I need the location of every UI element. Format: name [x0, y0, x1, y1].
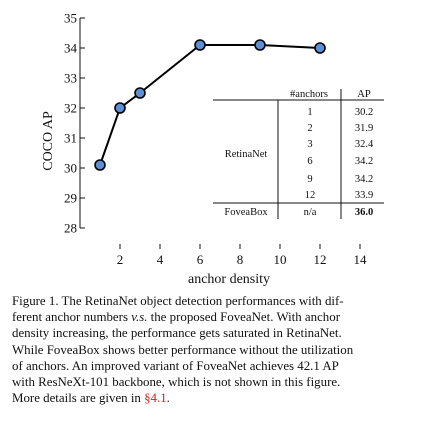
- table-header-ap: AP: [357, 89, 371, 100]
- caption-line: Figure 1. The RetinaNet object detection…: [12, 294, 344, 308]
- ap-table: #anchors AP RetinaNet FoveaBox 1 2 3 6 9…: [213, 89, 384, 219]
- data-point: [94, 159, 106, 171]
- figure-caption: Figure 1. The RetinaNet object detection…: [12, 293, 414, 406]
- data-point: [134, 87, 146, 99]
- table-cell-anchors-6: 6: [307, 156, 312, 167]
- x-axis-title: anchor density: [188, 272, 270, 287]
- x-tick-label: 6: [197, 252, 204, 267]
- table-cell-anchors-3: 3: [307, 139, 312, 150]
- caption-line: While FoveaBox shows better performance …: [12, 342, 354, 357]
- data-point: [114, 102, 126, 114]
- y-tick-label: 33: [64, 71, 77, 86]
- y-tick-label: 28: [64, 221, 77, 236]
- table-cell-foveabox-anchors: n/a: [304, 207, 317, 218]
- y-tick-label: 34: [64, 41, 78, 56]
- y-tick-label: 29: [64, 191, 77, 206]
- series-line: [99, 44, 321, 166]
- y-tick-label: 35: [64, 11, 77, 26]
- table-cell-ap-1: 30.2: [355, 107, 373, 118]
- section-link[interactable]: §4.1: [144, 391, 167, 406]
- table-cell-ap-6: 34.2: [355, 156, 373, 167]
- x-tick-label: 12: [314, 252, 327, 267]
- caption-line: of anchors. An improved variant of Fovea…: [12, 358, 339, 373]
- table-cell-anchors-2: 2: [307, 123, 312, 134]
- table-cell-ap-9: 34.2: [355, 174, 373, 185]
- x-axis: 2 4 6 8 10 12 14: [117, 244, 367, 267]
- y-tick-label: 30: [64, 161, 77, 176]
- y-axis-title: COCO AP: [41, 111, 56, 171]
- caption-text: .: [166, 391, 170, 406]
- caption-line: with ResNeXt-101 backbone, which is not …: [12, 375, 341, 390]
- caption-text: the proposed FoveaNet. With anchor: [147, 310, 340, 325]
- y-tick-label: 31: [64, 131, 77, 146]
- data-point: [254, 39, 266, 51]
- data-point: [314, 42, 326, 54]
- table-cell-ap-3: 32.4: [355, 139, 374, 150]
- table-cell-anchors-1: 1: [307, 107, 312, 118]
- table-label-retinanet: RetinaNet: [225, 149, 268, 160]
- caption-line: More details are given in §4.1.: [12, 390, 414, 406]
- y-axis: 28 29 30 31 32 33 34 35: [64, 11, 85, 236]
- series-retinanet: [94, 39, 326, 171]
- x-tick-label: 10: [274, 252, 287, 267]
- caption-line: density increasing, the performance gets…: [12, 326, 342, 341]
- table-cell-anchors-9: 9: [307, 174, 312, 185]
- data-point: [194, 39, 206, 51]
- x-tick-label: 14: [354, 252, 368, 267]
- y-tick-label: 32: [64, 101, 77, 116]
- caption-text: More details are given in: [12, 391, 145, 406]
- table-cell-foveabox-ap: 36.0: [355, 207, 373, 218]
- table-header-anchors: #anchors: [290, 89, 328, 100]
- caption-text: ferent anchor numbers: [12, 310, 132, 325]
- x-tick-label: 2: [117, 252, 124, 267]
- table-label-foveabox: FoveaBox: [224, 207, 268, 218]
- table-cell-ap-2: 31.9: [355, 123, 373, 134]
- x-tick-label: 4: [157, 252, 164, 267]
- table-cell-anchors-12: 12: [305, 190, 316, 201]
- x-tick-label: 8: [237, 252, 244, 267]
- table-cell-ap-12: 33.9: [355, 190, 373, 201]
- caption-vs: v.s.: [131, 310, 148, 325]
- caption-line: ferent anchor numbers v.s. the proposed …: [12, 309, 414, 325]
